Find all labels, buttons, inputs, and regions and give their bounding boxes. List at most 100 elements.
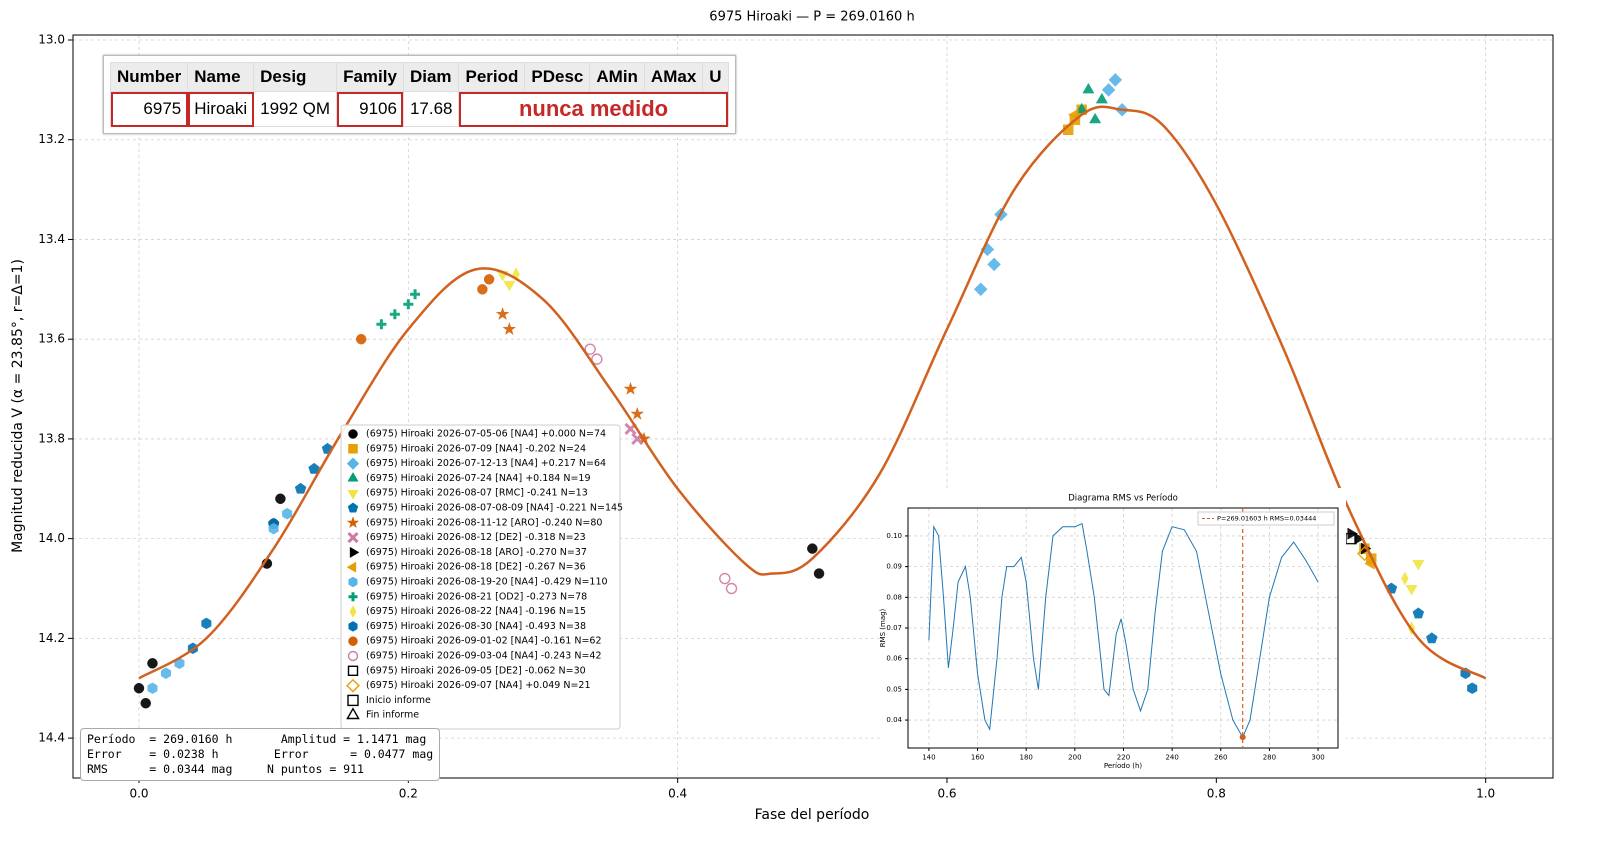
data-point [1101,83,1116,97]
inset-y-label: RMS (mag) [879,608,887,647]
table-cell: 9106 [336,91,404,127]
data-point [389,309,400,320]
legend-label: (6975) Hiroaki 2026-09-01-02 [NA4] -0.16… [366,636,602,647]
legend-label: (6975) Hiroaki 2026-09-07 [NA4] +0.049 N… [366,680,591,691]
x-tick-label: 0.8 [1207,786,1226,800]
table-cell: 1992 QM [253,91,338,127]
legend-marker [348,592,358,602]
inset-legend-box [1197,511,1335,526]
legend-marker [347,472,359,482]
data-point [1082,82,1095,94]
data-point [584,343,596,355]
data-point [355,333,367,345]
y-tick-label: 0.09 [886,563,902,571]
data-point [275,493,286,505]
data-point [1412,607,1425,619]
inset-title: Diagrama RMS vs Período [1068,494,1178,504]
info-line: Error = 0.0238 h Error = 0.0477 mag [87,747,434,761]
x-tick-label: 0.4 [668,786,687,800]
data-point [1401,571,1409,586]
legend-marker [347,694,359,707]
data-point [147,658,158,669]
asteroid-table: Number Name Desig Family Diam Period PDesc AMin… [103,55,736,134]
data-point [268,522,279,535]
chart-title: 6975 Hiroaki — P = 269.0160 h [709,10,914,25]
y-tick-label: 14.2 [38,631,65,645]
legend-marker [348,636,358,646]
data-point [503,280,516,292]
fit-info-box: Período = 269.0160 h Amplitud = 1.1471 m… [80,728,441,781]
legend-label: (6975) Hiroaki 2026-08-07-08-09 [NA4] -0… [366,503,623,514]
data-point [1089,112,1102,124]
data-point [133,682,145,694]
y-tick-label: 0.05 [886,685,902,693]
data-point [987,257,1001,272]
table-cell: Hiroaki [187,91,255,127]
data-point [813,568,825,579]
x-tick-label: 220 [1117,753,1130,761]
data-point [495,306,510,321]
y-tick-label: 13.4 [38,232,65,246]
x-tick-label: 200 [1068,753,1081,761]
legend-marker [346,707,360,720]
table: Number Name Desig Family Diam Period PDesc AMin… [109,62,729,127]
legend-marker [347,665,359,676]
fit-curve [138,105,1487,680]
legend-marker [346,678,360,693]
table-cell: 6975 [109,91,189,127]
data-point [1067,108,1079,121]
legend-marker [349,605,357,618]
table-body: 6975 Hiroaki 1992 QM 9106 17.68 nunca medido [109,91,729,127]
y-tick-label: 13.8 [38,431,65,445]
legend-label: (6975) Hiroaki 2026-07-12-13 [NA4] +0.21… [366,458,606,469]
legend-marker [347,650,359,662]
legend-marker [346,457,360,470]
inset-x-label: Período (h) [1104,762,1143,770]
y-tick-label: 14.0 [38,531,65,545]
x-tick-label: 0.2 [399,786,418,800]
best-point [1239,734,1246,741]
x-tick-label: 280 [1263,753,1276,761]
y-tick-label: 0.10 [886,532,902,540]
legend-marker [348,429,358,439]
inset-background [880,488,1346,776]
x-tick-label: 160 [971,753,984,761]
data-point [403,299,414,310]
y-tick-label: 14.4 [38,731,65,745]
legend-label: (6975) Hiroaki 2026-07-09 [NA4] -0.202 N… [366,443,586,454]
header-cell: Number [109,62,189,92]
header-cell: Desig [253,62,338,92]
data-point [140,697,151,709]
legend-label: (6975) Hiroaki 2026-08-19-20 [NA4] -0.42… [366,577,608,588]
legend-marker [349,546,360,558]
data-point [591,353,603,365]
x-tick-label: 300 [1311,753,1324,761]
data-point [308,462,320,474]
data-point [282,507,293,520]
axes-frame [72,34,1554,779]
header-cell: Family [336,62,404,92]
legend-label: (6975) Hiroaki 2026-08-30 [NA4] -0.493 N… [366,621,586,632]
data-point [201,617,212,630]
legend-marker [346,516,360,529]
data-point [1354,532,1365,545]
table-cell: nunca medido [458,91,729,127]
header-cell: PDesc [524,62,591,92]
data-point [1108,73,1123,87]
y-tick-label: 13.0 [38,32,65,46]
data-point [376,319,387,330]
header-cell: Name [187,62,255,92]
legend-marker [347,532,359,544]
data-point [410,289,421,300]
data-point [807,543,818,554]
legend-label: Inicio informe [366,695,431,706]
x-tick-label: 260 [1214,753,1227,761]
data-point [725,582,738,595]
header-cell: U [702,62,729,92]
legend-box [340,424,621,730]
data-point [1412,560,1425,571]
legend-label: (6975) Hiroaki 2026-08-18 [ARO] -0.270 N… [366,547,587,558]
data-point [719,572,731,585]
data-point [294,482,307,494]
